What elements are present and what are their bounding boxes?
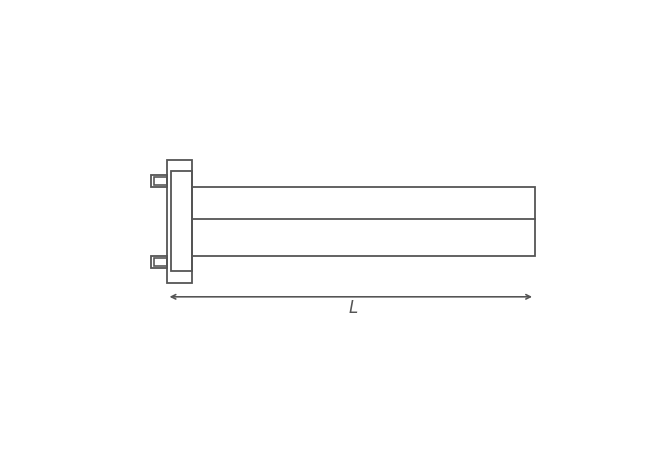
Bar [151,256,167,267]
Text: L: L [348,299,357,317]
Bar [154,177,167,185]
Bar [171,171,192,272]
Bar [151,175,167,187]
Bar [167,160,192,283]
Bar [192,187,535,256]
Bar [154,258,167,266]
